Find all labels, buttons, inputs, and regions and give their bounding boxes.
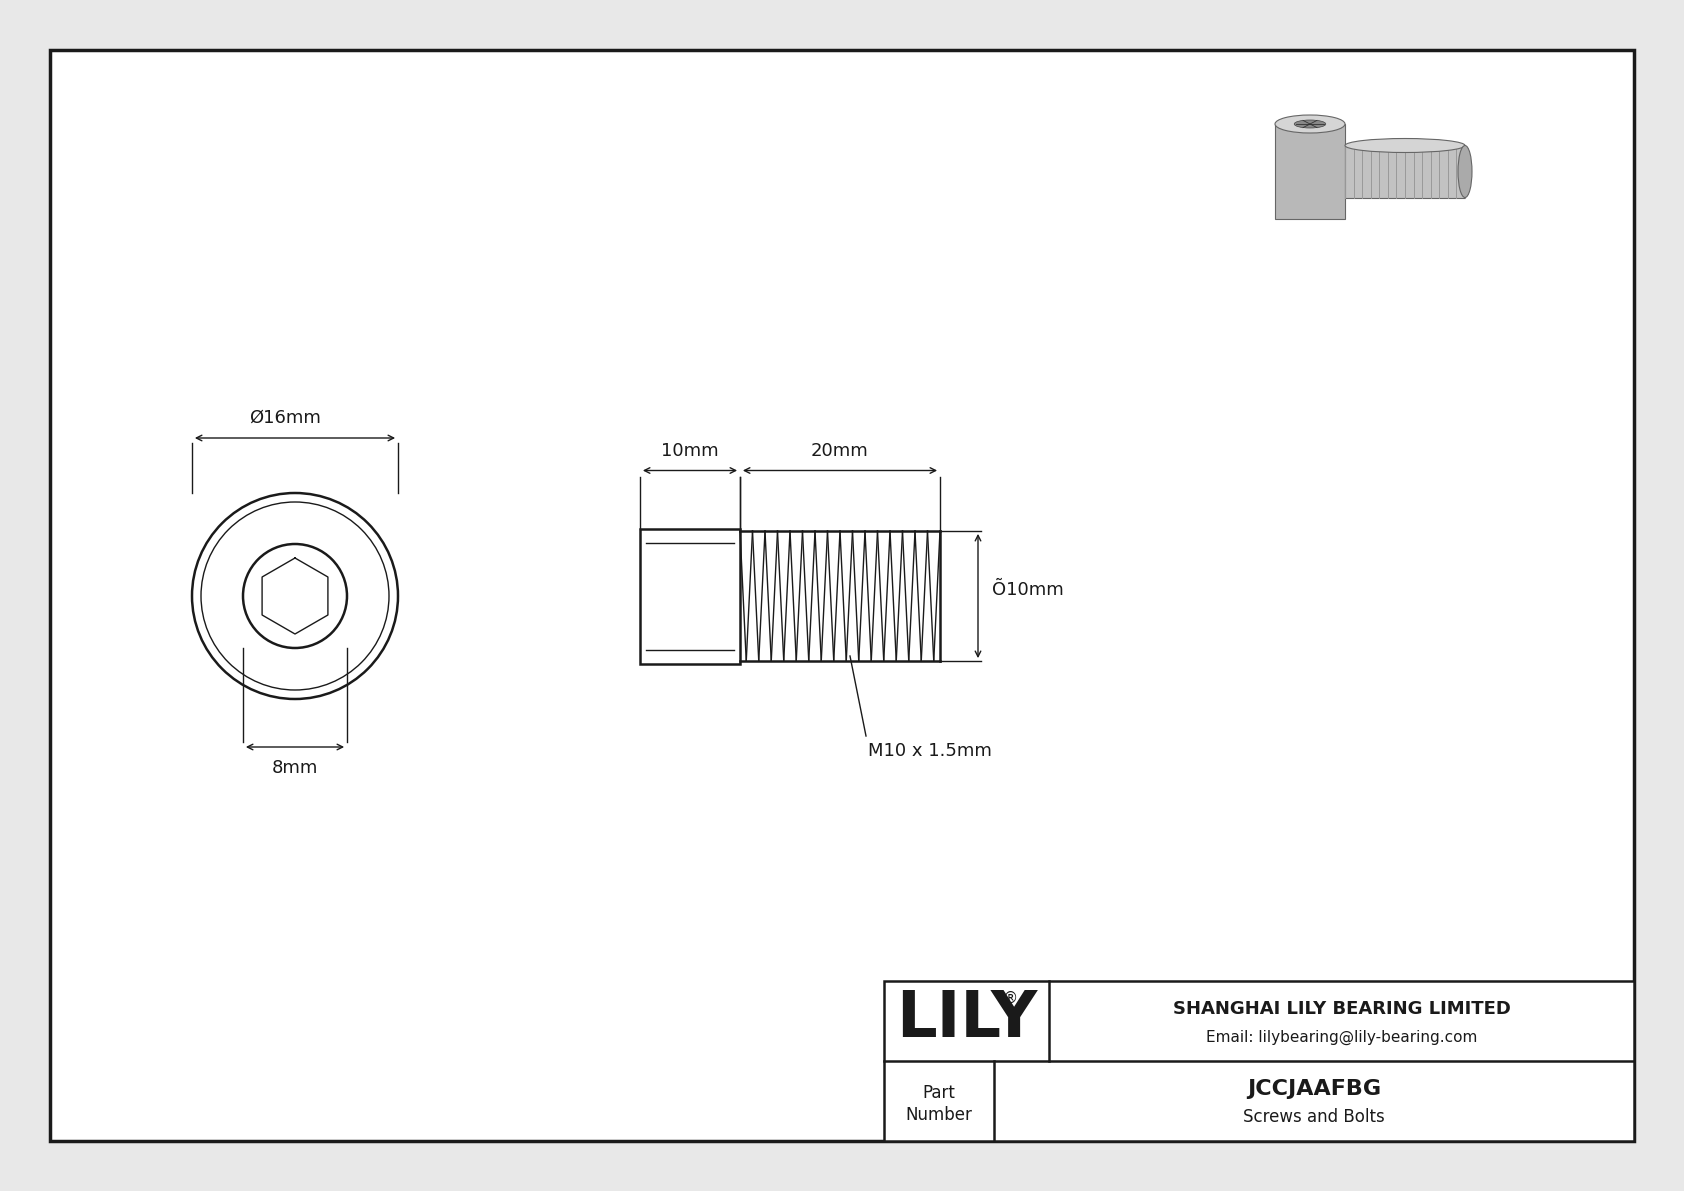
- Text: LILY: LILY: [896, 989, 1037, 1050]
- Bar: [1346, 145, 1465, 198]
- Text: 20mm: 20mm: [812, 443, 869, 461]
- Text: Number: Number: [906, 1106, 972, 1124]
- Circle shape: [242, 544, 347, 648]
- Ellipse shape: [1295, 120, 1325, 127]
- Ellipse shape: [1346, 138, 1465, 152]
- Text: ®: ®: [1004, 991, 1019, 1006]
- Text: JCCJAAFBG: JCCJAAFBG: [1246, 1079, 1381, 1099]
- Bar: [1275, 124, 1346, 219]
- Ellipse shape: [1458, 145, 1472, 198]
- Text: 8mm: 8mm: [271, 759, 318, 777]
- Circle shape: [192, 493, 397, 699]
- Text: M10 x 1.5mm: M10 x 1.5mm: [867, 742, 992, 760]
- Text: Screws and Bolts: Screws and Bolts: [1243, 1108, 1384, 1125]
- Text: Ø16mm: Ø16mm: [249, 409, 322, 428]
- Bar: [884, 981, 1633, 1141]
- Text: 10mm: 10mm: [662, 443, 719, 461]
- Ellipse shape: [1275, 116, 1346, 133]
- Text: SHANGHAI LILY BEARING LIMITED: SHANGHAI LILY BEARING LIMITED: [1172, 1000, 1511, 1018]
- Text: Part: Part: [923, 1084, 955, 1102]
- Text: Õ10mm: Õ10mm: [992, 581, 1064, 599]
- Text: Email: lilybearing@lily-bearing.com: Email: lilybearing@lily-bearing.com: [1206, 1029, 1477, 1045]
- Bar: [640, 529, 739, 663]
